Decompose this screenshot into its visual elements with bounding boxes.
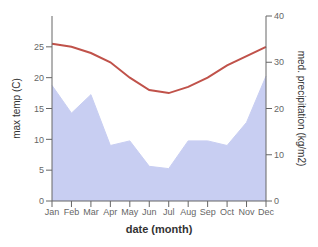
svg-text:20: 20: [34, 73, 44, 83]
svg-text:Sep: Sep: [200, 207, 216, 217]
svg-text:Oct: Oct: [220, 207, 235, 217]
svg-text:Feb: Feb: [64, 207, 80, 217]
svg-text:0: 0: [39, 196, 44, 206]
svg-text:15: 15: [34, 104, 44, 114]
svg-text:5: 5: [39, 165, 44, 175]
svg-text:10: 10: [34, 135, 44, 145]
svg-text:25: 25: [34, 42, 44, 52]
svg-text:30: 30: [274, 57, 284, 67]
svg-text:Nov: Nov: [239, 207, 256, 217]
svg-text:Jan: Jan: [45, 207, 60, 217]
svg-text:Apr: Apr: [103, 207, 117, 217]
svg-text:Jul: Jul: [163, 207, 175, 217]
svg-text:Aug: Aug: [180, 207, 196, 217]
svg-text:0: 0: [274, 196, 279, 206]
svg-text:Mar: Mar: [83, 207, 99, 217]
svg-text:20: 20: [274, 104, 284, 114]
svg-text:40: 40: [274, 11, 284, 21]
svg-text:Jun: Jun: [142, 207, 157, 217]
svg-text:Dec: Dec: [258, 207, 275, 217]
svg-text:date (month): date (month): [126, 223, 193, 235]
svg-text:May: May: [121, 207, 139, 217]
svg-text:10: 10: [274, 150, 284, 160]
svg-text:max temp (C): max temp (C): [11, 78, 22, 139]
svg-text:med. precipitation (kg/m2): med. precipitation (kg/m2): [296, 51, 307, 167]
